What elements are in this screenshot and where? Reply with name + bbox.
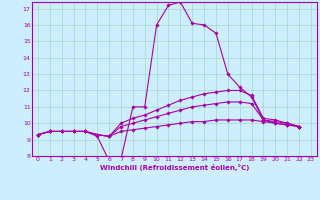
X-axis label: Windchill (Refroidissement éolien,°C): Windchill (Refroidissement éolien,°C)	[100, 164, 249, 171]
